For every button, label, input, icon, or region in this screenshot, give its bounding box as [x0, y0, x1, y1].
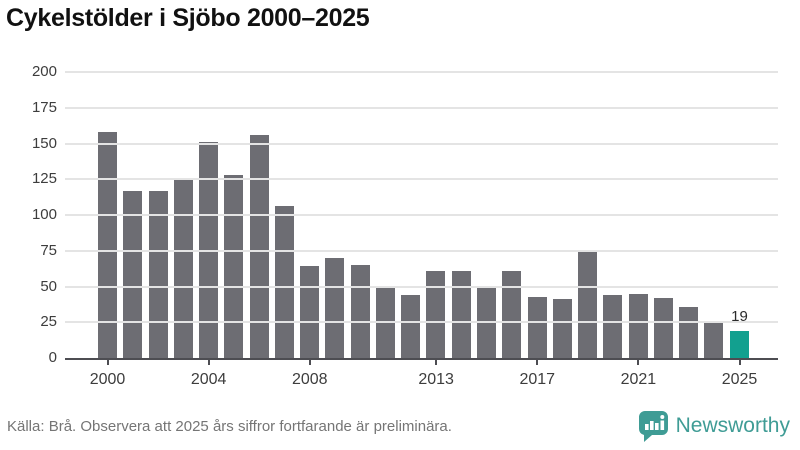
- bar: [578, 252, 598, 358]
- x-axis-tick-label: 2004: [190, 371, 227, 388]
- x-axis-tick: [308, 360, 311, 365]
- bar: [98, 132, 117, 358]
- bar: [426, 270, 446, 358]
- x-axis-tick: [435, 360, 438, 365]
- y-axis-tick-label: 25: [40, 313, 57, 331]
- x-axis-tick-label: 2025: [721, 371, 758, 388]
- bar: [502, 270, 522, 358]
- chart-footer: Källa: Brå. Observera att 2025 års siffr…: [7, 409, 790, 443]
- gridline: [65, 71, 778, 73]
- y-axis-tick-label: 100: [31, 206, 57, 223]
- newsworthy-logo[interactable]: Newsworthy: [638, 409, 790, 443]
- x-axis-tick-label: 2017: [519, 371, 556, 388]
- bar-value-label: 19: [731, 307, 748, 325]
- gridline: [65, 214, 778, 216]
- bars-container: [98, 72, 749, 358]
- newsworthy-bubble-chart-icon: [638, 411, 668, 442]
- bar: [679, 306, 699, 358]
- source-note: Källa: Brå. Observera att 2025 års siffr…: [7, 417, 452, 435]
- bar: [173, 179, 193, 358]
- x-axis-tick: [536, 360, 539, 365]
- gridline: [65, 178, 778, 181]
- gridline: [65, 321, 778, 324]
- x-axis-tick: [738, 360, 741, 365]
- bar: [224, 174, 244, 358]
- chart-title: Cykelstölder i Sjöbo 2000–2025: [6, 4, 370, 32]
- x-axis-tick-label: 2008: [291, 371, 328, 388]
- plot-area: 2000 2004 2008 2013 2017 2021 2025 19: [65, 71, 778, 388]
- gridline: [65, 249, 778, 252]
- y-axis-tick-label: 50: [40, 277, 57, 295]
- bar: [527, 296, 547, 358]
- x-axis-tick: [637, 360, 640, 365]
- gridline: [65, 142, 778, 145]
- bar: [148, 190, 168, 358]
- bar: [603, 295, 623, 358]
- y-axis-tick-label: 0: [48, 349, 57, 366]
- bar: [451, 270, 471, 358]
- y-axis-tick-label: 75: [40, 241, 57, 259]
- x-axis-tick: [207, 360, 210, 365]
- bar: [350, 265, 370, 358]
- x-axis-tick: [106, 360, 109, 365]
- bar: [249, 134, 269, 358]
- y-axis-tick-label: 200: [31, 63, 57, 80]
- y-axis-tick-label: 125: [31, 170, 57, 188]
- bar: [653, 297, 673, 358]
- bar: [325, 257, 345, 358]
- y-axis-tick-label: 150: [31, 134, 57, 152]
- bar: [704, 322, 724, 358]
- x-axis-tick-label: 2013: [418, 371, 454, 388]
- bar: [552, 299, 572, 358]
- brand-name: Newsworthy: [675, 414, 790, 437]
- gridline: [65, 106, 778, 109]
- bar: [274, 206, 294, 358]
- gridline: [65, 285, 778, 288]
- y-axis-tick-label: 175: [31, 98, 57, 116]
- bar: [300, 266, 320, 358]
- x-axis-tick-label: 2000: [89, 371, 126, 388]
- y-axis: 0 25 50 75 100 125 150 175 200: [0, 63, 57, 366]
- x-axis-tick-label: 2021: [620, 371, 657, 388]
- bar-highlighted: [729, 330, 749, 358]
- bar: [628, 293, 648, 358]
- bar: [401, 295, 421, 358]
- bar: [123, 190, 143, 358]
